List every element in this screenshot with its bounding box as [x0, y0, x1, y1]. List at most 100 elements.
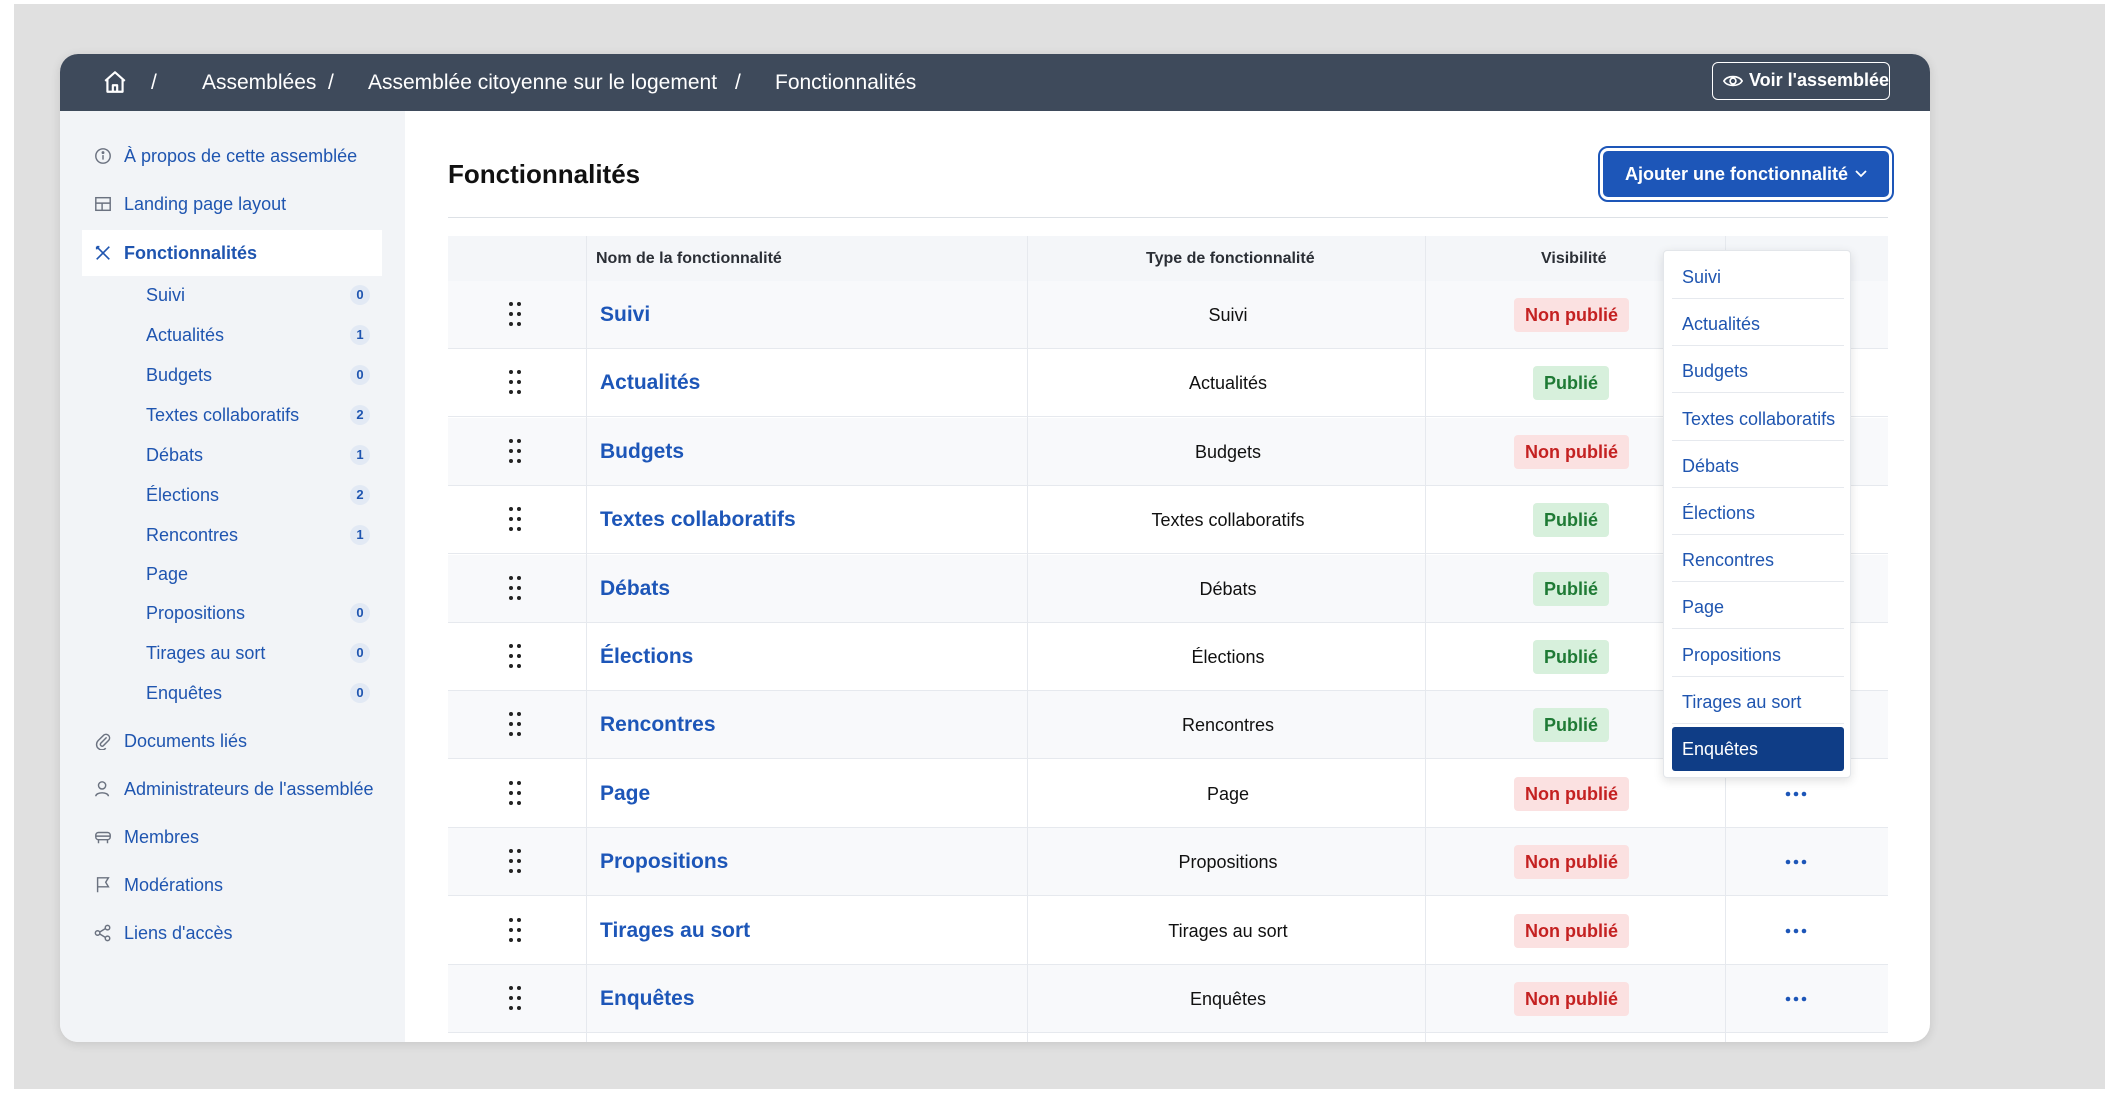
- feature-name-link[interactable]: Page: [600, 781, 651, 805]
- subitem-label: Tirages au sort: [146, 643, 266, 663]
- breadcrumb: / Assemblées / Assemblée citoyenne sur l…: [60, 54, 1930, 111]
- breadcrumb-separator: /: [735, 71, 741, 94]
- status-badge: Publié: [1533, 503, 1610, 538]
- sidebar-item-about[interactable]: À propos de cette assemblée: [82, 133, 382, 179]
- feature-name-link[interactable]: Élections: [600, 645, 694, 668]
- dropdown-item[interactable]: Enquêtes: [1672, 727, 1844, 771]
- status-badge: Non publié: [1514, 776, 1629, 811]
- table-row: Débats Débats Publié: [448, 554, 1888, 623]
- subitem-label: Suivi: [146, 285, 186, 305]
- sidebar-subitem-debats[interactable]: Débats 1: [146, 440, 370, 470]
- sidebar-item-label: Liens d'accès: [124, 923, 233, 943]
- count-badge: 0: [350, 643, 370, 663]
- sidebar-item-admins[interactable]: Administrateurs de l'assemblée: [82, 766, 382, 812]
- sidebar-item-members[interactable]: Membres: [82, 814, 382, 860]
- feature-type: Textes collaboratifs: [1151, 510, 1305, 531]
- feature-name-link[interactable]: Enquêtes: [600, 987, 695, 1010]
- sidebar-subitem-suivi[interactable]: Suivi 0: [146, 280, 370, 310]
- sidebar-item-access-links[interactable]: Liens d'accès: [82, 910, 382, 956]
- dropdown-item[interactable]: Débats: [1672, 444, 1844, 488]
- view-assembly-label: Voir l'assemblée: [1749, 70, 1890, 90]
- subitem-label: Propositions: [146, 603, 246, 623]
- more-actions-icon[interactable]: [1784, 990, 1808, 1008]
- dropdown-item[interactable]: Budgets: [1672, 349, 1844, 394]
- sidebar-subitem-rencontres[interactable]: Rencontres 1: [146, 520, 370, 550]
- breadcrumb-assemblees[interactable]: Assemblées: [202, 71, 317, 94]
- layout-icon: [95, 196, 111, 212]
- feature-name-link[interactable]: Tirages au sort: [600, 918, 751, 942]
- count-badge: 2: [350, 485, 370, 505]
- feature-type: Page: [1206, 783, 1250, 804]
- column-header-visibility[interactable]: Visibilité: [1541, 250, 1607, 267]
- count-badge: 0: [350, 365, 370, 385]
- sidebar-item-label: Membres: [124, 827, 200, 847]
- drag-handle-icon[interactable]: [507, 438, 523, 464]
- column-header-name[interactable]: Nom de la fonctionnalité: [596, 250, 782, 267]
- feature-name-link[interactable]: Rencontres: [600, 713, 716, 737]
- drag-handle-icon[interactable]: [507, 985, 523, 1011]
- drag-handle-icon[interactable]: [507, 848, 523, 874]
- sidebar-subitem-budgets[interactable]: Budgets 0: [146, 360, 370, 390]
- drag-handle-icon[interactable]: [507, 711, 523, 737]
- more-actions-icon[interactable]: [1784, 853, 1808, 871]
- paperclip-icon: [95, 733, 111, 750]
- sidebar-item-features[interactable]: Fonctionnalités: [82, 230, 382, 276]
- count-badge: 1: [350, 525, 370, 545]
- sidebar-item-documents[interactable]: Documents liés: [82, 718, 382, 764]
- feature-type: Propositions: [1178, 852, 1278, 873]
- sidebar-subitem-page[interactable]: Page: [146, 559, 370, 589]
- drag-handle-icon[interactable]: [507, 506, 523, 532]
- table-row: Page Page Non publié: [448, 760, 1888, 828]
- sidebar-item-label: Modérations: [124, 875, 224, 895]
- share-icon: [94, 924, 111, 942]
- sidebar-subitem-elections[interactable]: Élections 2: [146, 480, 370, 510]
- dropdown-item[interactable]: Tirages au sort: [1672, 680, 1844, 724]
- sidebar-subitem-propositions[interactable]: Propositions 0: [146, 598, 370, 628]
- dropdown-item[interactable]: Élections: [1672, 491, 1844, 535]
- dropdown-item[interactable]: Textes collaboratifs: [1672, 397, 1844, 441]
- status-badge: Non publié: [1514, 982, 1629, 1016]
- dropdown-item[interactable]: Rencontres: [1672, 538, 1844, 583]
- sidebar-item-label: Documents liés: [124, 731, 248, 751]
- status-badge: Non publié: [1514, 913, 1629, 948]
- feature-name-link[interactable]: Actualités: [600, 371, 701, 395]
- add-feature-label: Ajouter une fonctionnalité: [1625, 164, 1848, 184]
- drag-handle-icon[interactable]: [507, 643, 523, 669]
- tools-icon: [95, 245, 110, 260]
- status-badge: Publié: [1533, 708, 1610, 743]
- dropdown-item[interactable]: Propositions: [1672, 633, 1844, 677]
- sidebar-subitem-actualites[interactable]: Actualités 1: [146, 320, 370, 350]
- sidebar-item-landing[interactable]: Landing page layout: [82, 181, 382, 227]
- home-icon[interactable]: [102, 69, 128, 95]
- dropdown-item[interactable]: Actualités: [1672, 302, 1844, 347]
- feature-name-link[interactable]: Budgets: [600, 439, 684, 463]
- add-feature-button[interactable]: Ajouter une fonctionnalité: [1598, 146, 1894, 202]
- status-badge: Non publié: [1514, 298, 1629, 332]
- sidebar-subitem-tirages[interactable]: Tirages au sort 0: [146, 638, 370, 668]
- feature-name-link[interactable]: Débats: [600, 576, 671, 600]
- feature-type: Enquêtes: [1189, 989, 1267, 1009]
- flag-icon: [96, 877, 110, 893]
- drag-handle-icon[interactable]: [507, 780, 523, 806]
- more-actions-icon[interactable]: [1784, 922, 1808, 940]
- count-badge: 0: [350, 285, 370, 305]
- breadcrumb-assembly[interactable]: Assemblée citoyenne sur le logement: [368, 71, 718, 94]
- feature-name-link[interactable]: Propositions: [600, 850, 729, 874]
- count-badge: 2: [350, 405, 370, 425]
- members-icon: [95, 831, 111, 844]
- column-header-type[interactable]: Type de fonctionnalité: [1146, 250, 1315, 267]
- view-assembly-button[interactable]: Voir l'assemblée: [1712, 62, 1890, 100]
- drag-handle-icon[interactable]: [507, 369, 523, 395]
- count-badge: 1: [350, 325, 370, 345]
- dropdown-item[interactable]: Page: [1672, 585, 1844, 630]
- drag-handle-icon[interactable]: [507, 917, 523, 943]
- sidebar-subitem-enquetes[interactable]: Enquêtes 0: [146, 678, 370, 708]
- sidebar-subitem-textes[interactable]: Textes collaboratifs 2: [146, 400, 370, 430]
- feature-name-link[interactable]: Textes collaboratifs: [600, 508, 796, 532]
- drag-handle-icon[interactable]: [507, 301, 523, 327]
- feature-name-link[interactable]: Suivi: [600, 303, 651, 326]
- dropdown-item[interactable]: Suivi: [1672, 255, 1844, 299]
- drag-handle-icon[interactable]: [507, 575, 523, 601]
- sidebar-item-moderations[interactable]: Modérations: [82, 862, 382, 908]
- more-actions-icon[interactable]: [1784, 785, 1808, 803]
